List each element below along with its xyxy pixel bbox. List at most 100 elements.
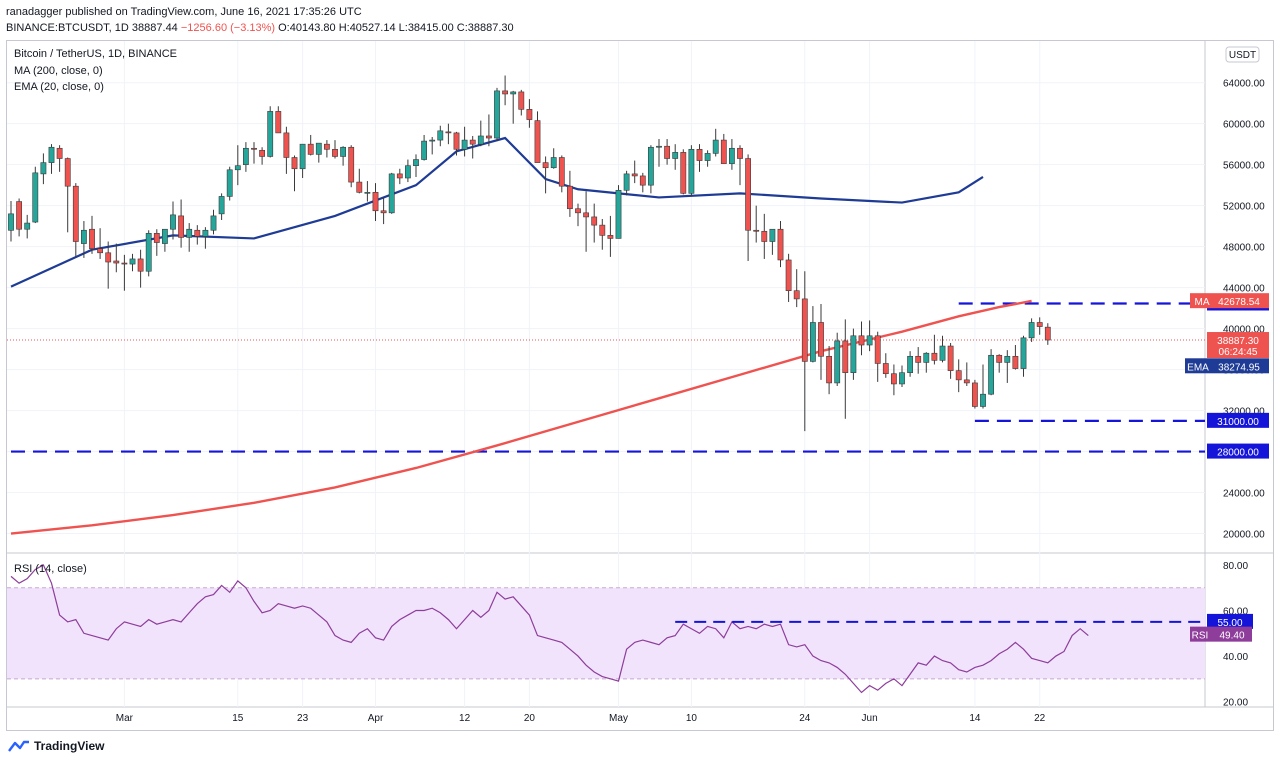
rsi-tick-label: 40.00 (1223, 652, 1248, 663)
candle-body (526, 109, 533, 120)
ma200-line (10, 299, 1032, 535)
publish-info: ranadagger published on TradingView.com,… (6, 4, 514, 36)
ema-value-label: 38274.95 (1218, 362, 1260, 373)
candle-body (364, 192, 371, 194)
chart-title: Bitcoin / TetherUS, 1D, BINANCE (14, 48, 178, 60)
candle-body (494, 90, 500, 139)
price-axis: 64000.00 60000.00 56000.00 52000.00 48000.00… (1185, 46, 1269, 709)
candle-body (356, 181, 363, 193)
candle-body (1012, 355, 1019, 369)
time-tick-label: May (609, 713, 628, 724)
ma-value-tag (1190, 293, 1269, 309)
candle-body (575, 208, 581, 214)
candle-body (413, 159, 419, 166)
candle-body (40, 162, 47, 175)
candle-body (380, 210, 387, 214)
price-tick-label: 60000.00 (1223, 120, 1265, 131)
candle-body (963, 379, 970, 384)
candle-body (793, 290, 800, 300)
ema-tag-label: EMA (1187, 362, 1209, 373)
time-tick-label: 20 (524, 713, 536, 724)
time-tick-label: Mar (116, 713, 134, 724)
candle-body (890, 373, 897, 385)
candle-body (899, 372, 905, 385)
close-value: C:38887.30 (456, 22, 514, 34)
level-label: 28000.00 (1217, 448, 1259, 459)
candle-body (194, 229, 201, 237)
ma-legend: MA (200, close, 0) (14, 65, 103, 77)
price-tick-label: 44000.00 (1223, 284, 1265, 295)
candle-body (129, 258, 136, 265)
time-tick-label: 24 (799, 713, 811, 724)
rsi-legend: RSI (14, close) (14, 563, 87, 575)
candle-body (704, 153, 711, 161)
currency-box (1225, 46, 1260, 63)
rsi-band (7, 587, 1205, 679)
price-change: −1256.60 (−3.13%) (180, 22, 276, 34)
candle-body (558, 157, 565, 187)
symbol-label: BINANCE:BTCUSDT, 1D (6, 22, 129, 34)
level-tag (1207, 412, 1269, 428)
candle-body (170, 214, 176, 230)
tradingview-icon (8, 740, 29, 752)
candle-body (834, 340, 841, 384)
time-tick-label: 23 (297, 713, 309, 724)
candle-body (16, 201, 22, 230)
candle-body (639, 175, 646, 186)
time-tick-label: Jun (862, 713, 878, 724)
candle-body (850, 335, 857, 373)
candle-body (186, 228, 193, 238)
tradingview-logo[interactable]: TradingView (8, 739, 104, 753)
rsi-tick-label: 20.00 (1223, 698, 1248, 709)
candle-body (113, 260, 120, 264)
candle-body (712, 139, 719, 154)
support-resistance-levels (7, 302, 1205, 623)
candle-body (534, 120, 541, 163)
candle-body (291, 157, 298, 170)
rsi-value-label: 49.40 (1219, 631, 1244, 642)
rsi-level-label: 55.00 (1217, 618, 1242, 629)
candle-body (145, 233, 152, 272)
chart-frame (6, 40, 1274, 731)
candle-body (882, 363, 889, 375)
candle-body (340, 146, 346, 157)
level-tag (1207, 443, 1269, 459)
candle-body (599, 224, 606, 236)
price-tick-label: 56000.00 (1223, 161, 1265, 172)
candle-body (178, 215, 184, 238)
candle-body (874, 335, 881, 364)
time-tick-label: 12 (459, 713, 471, 724)
candle-body (48, 146, 55, 163)
candle-body (121, 262, 128, 265)
candle-body (971, 382, 978, 407)
candle-body (226, 169, 233, 197)
candle-body (720, 139, 727, 164)
price-tick-label: 24000.00 (1223, 489, 1265, 500)
candle-body (615, 189, 622, 239)
candle-body (137, 258, 144, 272)
candle-body (469, 139, 476, 145)
candle-body (202, 229, 209, 237)
price-tick-label: 40000.00 (1223, 325, 1265, 336)
candle-body (89, 228, 95, 249)
candle-body (801, 298, 808, 362)
candle-body (826, 355, 832, 384)
candle-body (647, 146, 654, 186)
rsi-value-tag (1190, 626, 1252, 642)
candle-body (988, 354, 994, 395)
candle-body (24, 222, 31, 230)
candle-body (259, 150, 265, 157)
candle-body (696, 148, 703, 161)
rsi-tick-label: 60.00 (1223, 607, 1248, 618)
rsi-tick-label: 80.00 (1223, 561, 1248, 572)
candle-body (275, 111, 282, 134)
candle-body (923, 352, 930, 363)
candle-body (672, 152, 679, 159)
candle-body (429, 139, 436, 142)
candle-body (56, 147, 63, 159)
candle-body (453, 132, 460, 150)
candle-body (210, 215, 217, 231)
candle-body (510, 91, 517, 95)
candle-body (445, 131, 452, 134)
